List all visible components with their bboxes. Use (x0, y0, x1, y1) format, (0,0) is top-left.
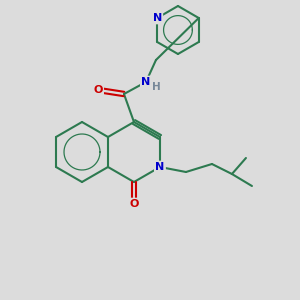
Text: H: H (152, 82, 160, 92)
Text: N: N (153, 13, 162, 23)
Text: O: O (129, 199, 139, 209)
Text: N: N (141, 77, 151, 87)
Text: N: N (155, 162, 165, 172)
Text: O: O (93, 85, 103, 95)
